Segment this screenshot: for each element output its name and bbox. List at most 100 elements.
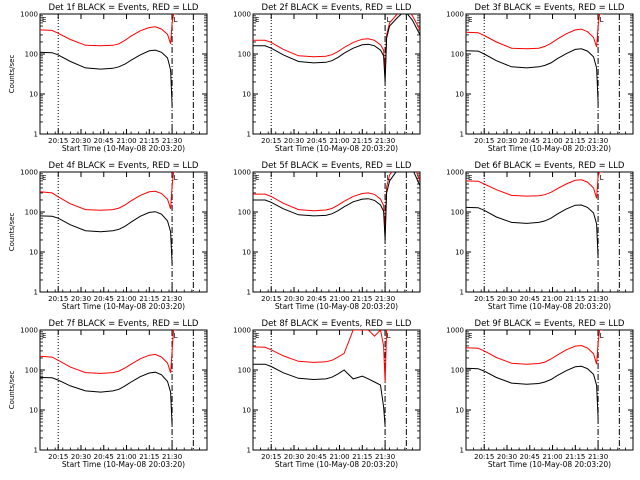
y-axis-label: Counts/sec — [8, 213, 16, 252]
y-tick-label: 100 — [451, 51, 464, 59]
x-tick-label: 21:15 — [139, 453, 159, 461]
panel-9: Det 9f BLACK = Events, RED = LLD 1 10 100 10… — [446, 319, 634, 469]
x-tick-label: 21:30 — [162, 295, 182, 303]
panel-title: Det 7f BLACK = Events, RED = LLD — [49, 319, 199, 329]
lld-marker: L — [174, 16, 178, 24]
y-tick-label: 100 — [238, 367, 251, 375]
y-tick-label: 1000 — [20, 169, 38, 177]
x-tick-label: 20:15 — [48, 295, 68, 303]
events-marker: E — [42, 174, 46, 182]
panel-7: Det 7f BLACK = Events, RED = LLD 1 10 100 10… — [8, 319, 208, 469]
panel-title: Det 1f BLACK = Events, RED = LLD — [49, 3, 199, 13]
events-marker: E — [255, 174, 259, 182]
y-axis-label: Counts/sec — [8, 55, 16, 94]
x-tick-label: 20:15 — [261, 137, 281, 145]
x-tick-label: 21:15 — [352, 453, 372, 461]
panel-1: Det 1f BLACK = Events, RED = LLD 1 10 100 10… — [8, 3, 208, 153]
panel-title: Det 2f BLACK = Events, RED = LLD — [262, 3, 412, 13]
events-marker: E — [468, 332, 472, 340]
y-tick-label: 1000 — [446, 11, 464, 19]
y-tick-label: 1000 — [446, 327, 464, 335]
series-lld — [40, 14, 177, 47]
x-tick-label: 20:30 — [284, 453, 304, 461]
y-tick-label: 10 — [455, 249, 464, 257]
x-tick-label: 21:30 — [162, 453, 182, 461]
y-tick-label: 10 — [242, 249, 251, 257]
panel-5: Det 5f BLACK = Events, RED = LLD 1 10 100 10… — [233, 161, 421, 311]
y-tick-label: 1 — [34, 447, 38, 455]
x-tick-label: 20:15 — [474, 453, 494, 461]
y-tick-label: 1000 — [233, 169, 251, 177]
y-tick-label: 1 — [460, 289, 464, 297]
y-tick-label: 100 — [25, 209, 38, 217]
x-axis-label: Start Time (10-May-08 20:03:20) — [488, 144, 611, 153]
lld-marker: L — [600, 174, 604, 182]
y-tick-label: 10 — [29, 407, 38, 415]
panel-title: Det 8f BLACK = Events, RED = LLD — [262, 319, 412, 329]
x-tick-label: 21:00 — [329, 295, 349, 303]
y-tick-label: 100 — [25, 367, 38, 375]
x-tick-label: 20:45 — [307, 453, 327, 461]
x-tick-label: 21:15 — [352, 137, 372, 145]
series-events — [466, 365, 599, 419]
series-events — [40, 49, 173, 107]
x-tick-label: 21:30 — [588, 295, 608, 303]
series-lld — [40, 330, 207, 373]
y-tick-label: 1 — [34, 289, 38, 297]
x-tick-label: 20:30 — [71, 295, 91, 303]
panel-title: Det 3f BLACK = Events, RED = LLD — [475, 3, 625, 13]
panel-6: Det 6f BLACK = Events, RED = LLD 1 10 100 10… — [446, 161, 634, 311]
y-tick-label: 10 — [242, 91, 251, 99]
lld-marker: L — [174, 174, 178, 182]
plot-frame — [252, 329, 421, 451]
lld-marker: L — [387, 332, 391, 340]
x-tick-label: 21:30 — [162, 137, 182, 145]
x-tick-label: 20:45 — [520, 295, 540, 303]
series-events — [40, 371, 173, 426]
x-tick-label: 20:30 — [284, 137, 304, 145]
x-tick-label: 21:00 — [542, 137, 562, 145]
series-events — [40, 211, 173, 265]
x-tick-label: 21:00 — [329, 453, 349, 461]
series-events — [253, 14, 420, 83]
y-tick-label: 1 — [34, 131, 38, 139]
series-lld — [40, 172, 177, 211]
y-tick-label: 100 — [238, 209, 251, 217]
y-tick-label: 100 — [451, 367, 464, 375]
x-tick-label: 20:45 — [520, 453, 540, 461]
x-axis-label: Start Time (10-May-08 20:03:20) — [62, 302, 185, 311]
x-tick-label: 21:30 — [375, 295, 395, 303]
lld-marker: L — [387, 16, 391, 24]
series-lld — [466, 172, 603, 199]
y-tick-label: 100 — [451, 209, 464, 217]
x-tick-label: 21:30 — [375, 453, 395, 461]
events-marker: E — [42, 16, 46, 24]
panel-title: Det 4f BLACK = Events, RED = LLD — [49, 161, 199, 171]
x-tick-label: 21:00 — [116, 453, 136, 461]
plot-frame — [465, 171, 634, 293]
x-tick-label: 20:30 — [71, 453, 91, 461]
x-tick-label: 21:30 — [588, 453, 608, 461]
x-tick-label: 20:15 — [48, 453, 68, 461]
y-tick-label: 10 — [455, 407, 464, 415]
events-marker: E — [468, 16, 472, 24]
panel-4: Det 4f BLACK = Events, RED = LLD 1 10 100 10… — [8, 161, 208, 311]
y-tick-label: 10 — [242, 407, 251, 415]
y-tick-label: 10 — [455, 91, 464, 99]
series-events — [253, 172, 420, 241]
y-tick-label: 1000 — [20, 11, 38, 19]
x-tick-label: 20:30 — [497, 453, 517, 461]
x-axis-label: Start Time (10-May-08 20:03:20) — [275, 302, 398, 311]
plot-frame — [252, 13, 421, 135]
y-tick-label: 1 — [460, 131, 464, 139]
y-tick-label: 10 — [29, 91, 38, 99]
x-tick-label: 21:15 — [139, 137, 159, 145]
x-tick-label: 21:00 — [116, 137, 136, 145]
y-tick-label: 1000 — [446, 169, 464, 177]
y-tick-label: 1 — [247, 131, 251, 139]
plot-frame — [39, 329, 208, 451]
panel-title: Det 9f BLACK = Events, RED = LLD — [475, 319, 625, 329]
x-tick-label: 21:00 — [542, 295, 562, 303]
x-tick-label: 20:45 — [94, 453, 114, 461]
